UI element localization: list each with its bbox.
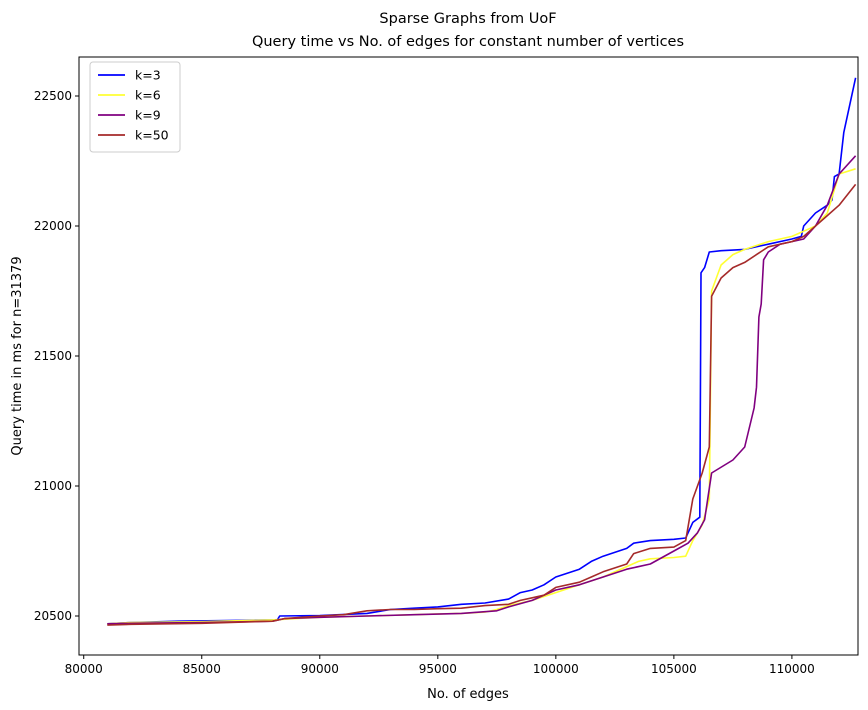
series-line-k=3	[107, 77, 857, 625]
x-tick-label: 95000	[419, 662, 457, 676]
x-tick-label: 85000	[183, 662, 221, 676]
y-axis-label: Query time in ms for n=31379	[10, 256, 25, 455]
y-tick-label: 22500	[34, 89, 72, 103]
y-tick-label: 20500	[34, 609, 72, 623]
plot-lines	[107, 77, 857, 626]
x-axis-label: No. of edges	[427, 687, 509, 702]
series-line-k=50	[107, 183, 857, 626]
y-tick-label: 21000	[34, 479, 72, 493]
legend-label: k=6	[135, 88, 161, 103]
legend: k=3 k=6 k=9 k=50	[89, 61, 181, 153]
chart-title: Sparse Graphs from UoF	[379, 11, 556, 27]
plot-frame	[78, 56, 859, 656]
y-tick-label: 21500	[34, 349, 72, 363]
y-tick-label: 22000	[34, 219, 72, 233]
x-tick-label: 100000	[533, 662, 579, 676]
x-tick-label: 90000	[301, 662, 339, 676]
chart-subtitle: Query time vs No. of edges for constant …	[252, 34, 684, 50]
x-tick-label: 105000	[651, 662, 697, 676]
legend-label: k=50	[135, 128, 169, 143]
x-tick-label: 80000	[65, 662, 103, 676]
legend-label: k=9	[135, 108, 161, 123]
x-tick-label: 110000	[769, 662, 815, 676]
series-line-k=9	[107, 155, 857, 625]
legend-label: k=3	[135, 68, 161, 83]
axes: 80000 85000 90000 95000 100000 105000 110000 20…	[34, 89, 815, 676]
series-line-k=6	[107, 168, 856, 625]
legend-box	[89, 61, 181, 153]
